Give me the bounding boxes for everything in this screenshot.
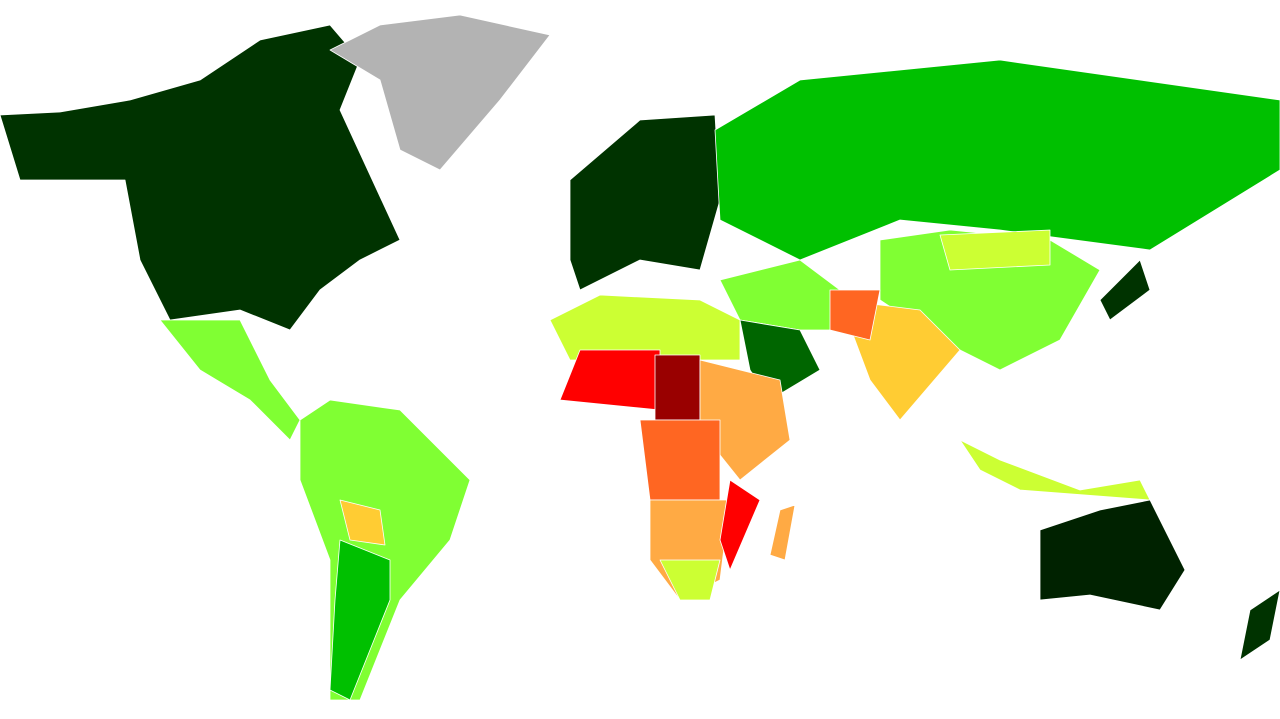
north-africa: [549, 294, 741, 361]
south-america: [299, 399, 471, 701]
argentina-chile: [329, 539, 391, 701]
central-america: [159, 319, 301, 441]
central-africa: [639, 419, 721, 501]
chad-car: [654, 354, 701, 421]
southeast-asia: [959, 439, 1151, 501]
south-africa: [659, 559, 721, 601]
east-africa: [699, 359, 791, 481]
greenland: [329, 14, 551, 171]
russia: [714, 59, 1280, 261]
bolivia: [339, 499, 386, 546]
madagascar: [769, 504, 796, 561]
mozambique: [719, 479, 761, 571]
mongolia: [939, 229, 1051, 271]
australia: [1039, 499, 1186, 611]
europe: [569, 114, 721, 291]
japan: [1099, 259, 1151, 321]
new-zealand: [1239, 589, 1280, 661]
afghanistan-pakistan: [829, 289, 881, 341]
north-america: [0, 24, 401, 331]
